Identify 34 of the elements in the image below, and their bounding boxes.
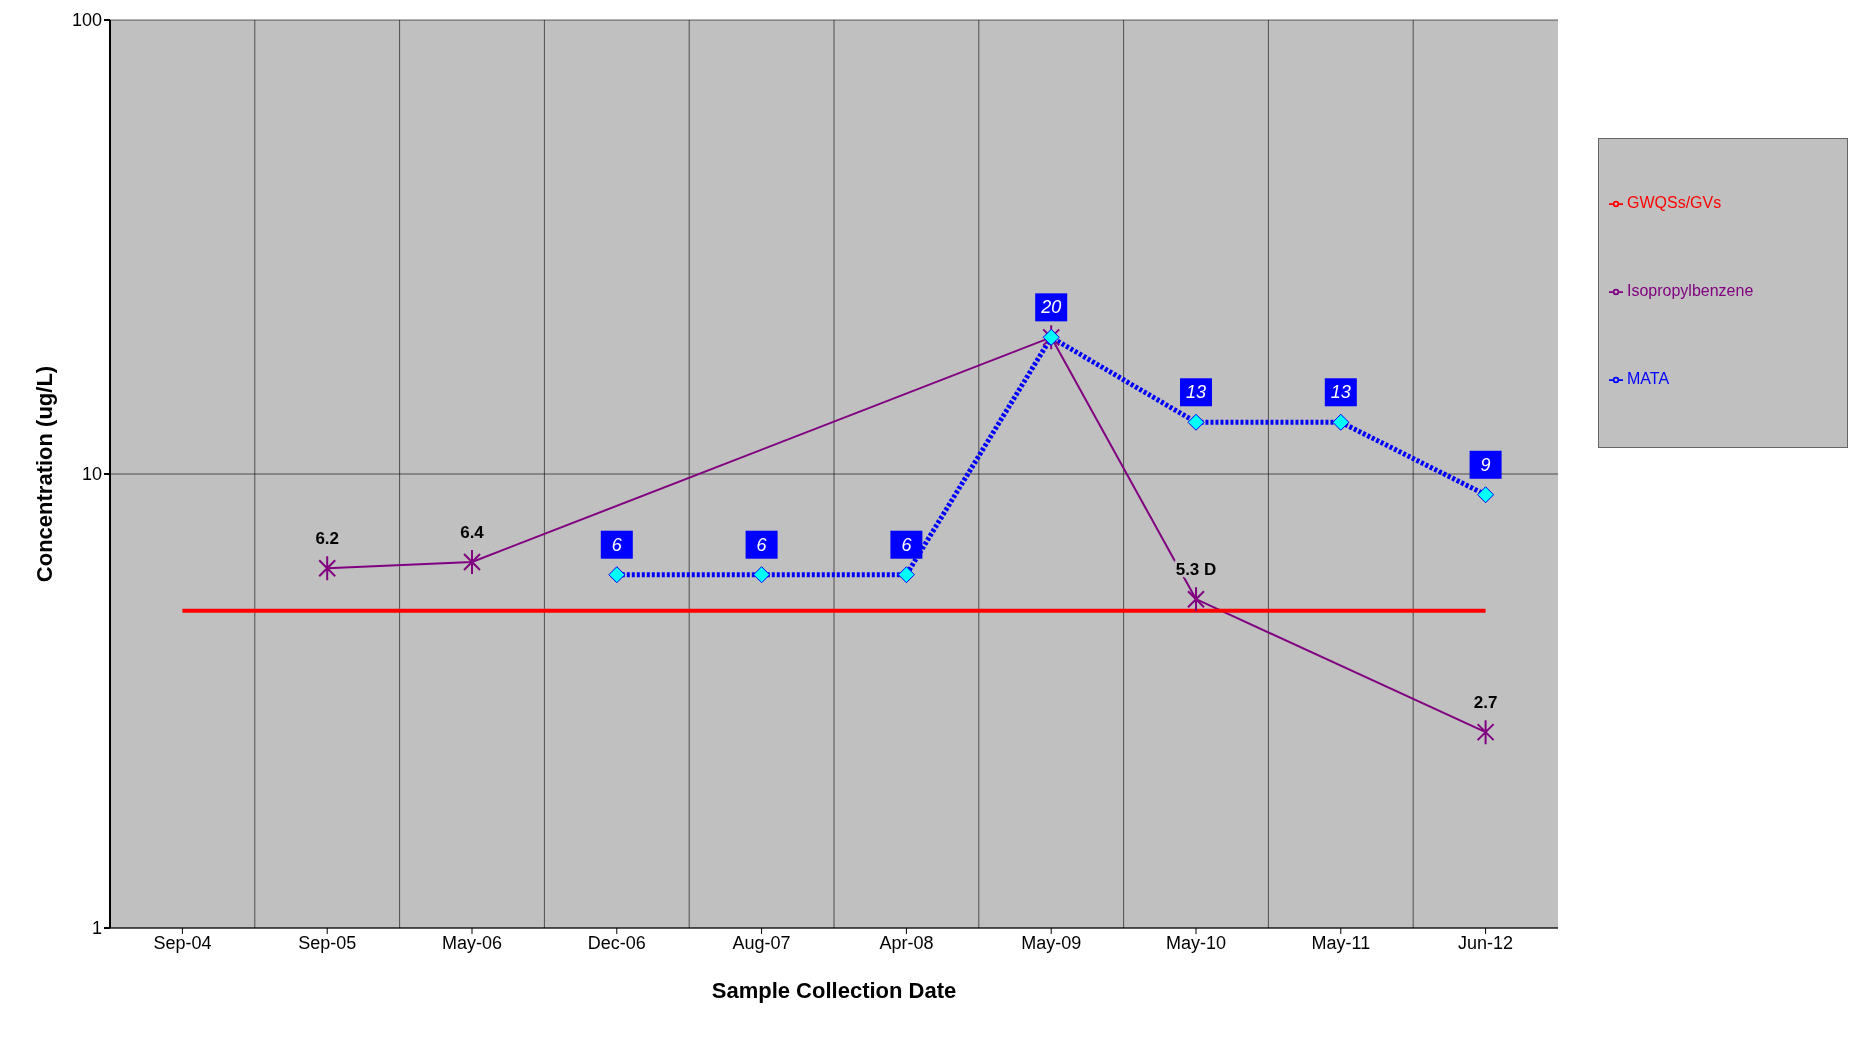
point	[1477, 486, 1495, 504]
data-label: 9	[1480, 454, 1491, 475]
x-tick-label: May-11	[1311, 932, 1371, 953]
data-label: 6.2	[315, 529, 340, 549]
legend-label: MATA	[1627, 370, 1670, 387]
data-label: 6.4	[460, 522, 485, 542]
point	[897, 566, 915, 584]
x-tick-label: Sep-04	[153, 932, 212, 953]
x-tick-label: Apr-08	[879, 932, 934, 953]
y-tick-label: 100	[71, 10, 102, 31]
point	[608, 566, 626, 584]
data-label: 13	[1185, 382, 1207, 403]
data-label: 6	[901, 534, 913, 555]
point	[1332, 413, 1350, 431]
x-tick-label: May-10	[1165, 932, 1227, 953]
y-tick-label: 10	[81, 464, 102, 485]
x-tick-label: May-06	[441, 932, 503, 953]
x-tick-label: May-09	[1021, 932, 1082, 953]
data-label: 6	[756, 534, 768, 555]
point	[753, 566, 771, 584]
point	[1187, 413, 1205, 431]
x-tick-label: Sep-05	[298, 932, 357, 953]
x-tick-label: Aug-07	[732, 932, 791, 953]
legend-label: Isopropylbenzene	[1627, 282, 1754, 299]
y-axis-title: Concentration (ug/L)	[31, 365, 57, 583]
x-tick-label: Dec-06	[587, 932, 646, 953]
data-label: 2.7	[1473, 693, 1498, 713]
x-axis-title: Sample Collection Date	[711, 978, 957, 1003]
legend-label: GWQSs/GVs	[1627, 194, 1722, 211]
data-label: 6	[611, 534, 623, 555]
y-tick-label: 1	[91, 918, 102, 939]
x-tick-label: Jun-12	[1458, 932, 1514, 953]
data-label: 13	[1330, 382, 1351, 403]
data-label: 20	[1040, 297, 1062, 318]
